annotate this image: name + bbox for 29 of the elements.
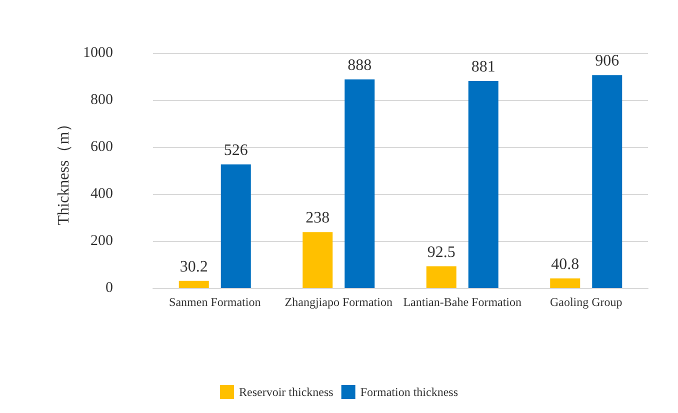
bar bbox=[592, 75, 622, 288]
data-label: 881 bbox=[471, 58, 496, 76]
legend-label: Formation thickness bbox=[360, 385, 458, 399]
bar bbox=[426, 266, 456, 288]
data-label: 906 bbox=[595, 52, 620, 70]
bar bbox=[220, 164, 251, 288]
y-tick-label: 200 bbox=[90, 233, 113, 249]
y-axis-title: Thickness（m） bbox=[56, 116, 73, 226]
bar bbox=[302, 232, 333, 288]
data-label: 238 bbox=[306, 210, 330, 227]
x-tick-label: Gaoling Group bbox=[550, 295, 622, 309]
y-tick-label: 800 bbox=[90, 92, 113, 108]
x-tick-label: Lantian-Bahe Formation bbox=[403, 295, 522, 309]
bar bbox=[468, 80, 498, 288]
y-tick-label: 400 bbox=[90, 186, 113, 202]
y-tick-label: 600 bbox=[90, 139, 113, 155]
data-label: 888 bbox=[348, 56, 372, 74]
bar bbox=[550, 278, 580, 288]
data-label: 40.8 bbox=[551, 256, 580, 273]
y-tick-label: 0 bbox=[106, 280, 113, 296]
bar bbox=[344, 79, 375, 288]
data-label: 30.2 bbox=[180, 258, 208, 276]
data-label: 526 bbox=[224, 142, 248, 159]
x-tick-label: Sanmen Formation bbox=[169, 295, 261, 309]
legend-label: Reservoir thickness bbox=[239, 385, 334, 399]
y-tick-label: 1000 bbox=[83, 45, 113, 61]
data-label: 92.5 bbox=[427, 244, 456, 261]
bar bbox=[178, 280, 209, 288]
x-tick-label: Zhangjiapo Formation bbox=[284, 295, 392, 309]
